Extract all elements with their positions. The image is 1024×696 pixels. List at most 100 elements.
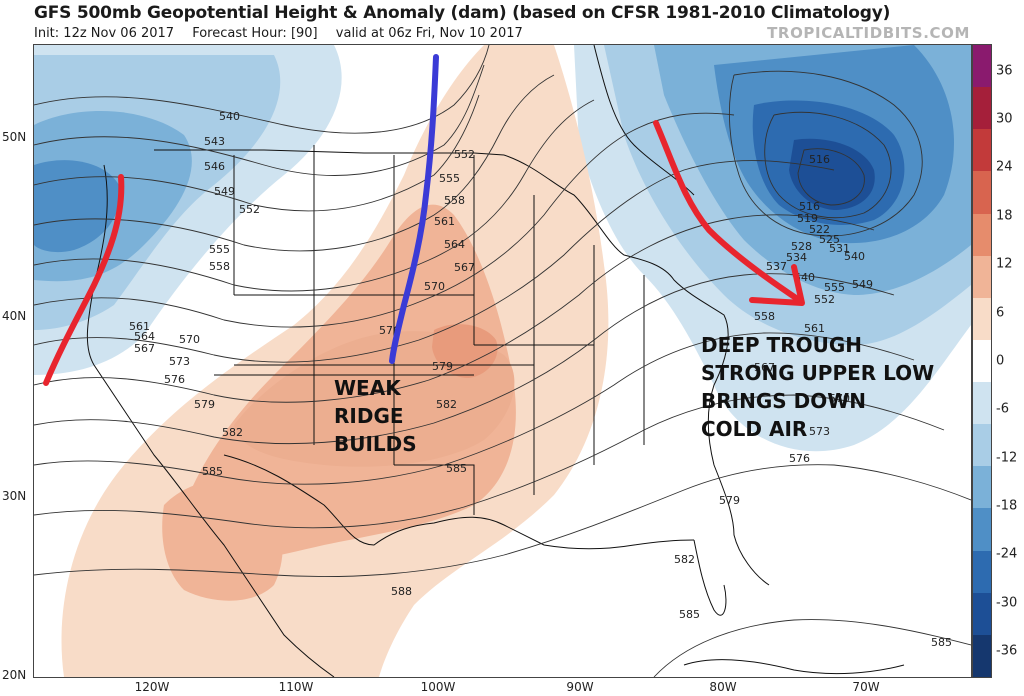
contour-label: 567 (134, 342, 155, 355)
map-canvas: 540 543 546 549 552 555 558 561 564 567 … (34, 45, 971, 677)
contour-label: 516 (799, 200, 820, 213)
contour-label: 570 (424, 280, 445, 293)
anomaly-colorbar (972, 44, 992, 678)
init-time: Init: 12z Nov 06 2017 (34, 26, 175, 41)
trough-annotation-lines (43, 54, 805, 386)
lat-label: 30N (2, 489, 27, 503)
contour-label: 549 (852, 278, 873, 291)
contour-label: 585 (202, 465, 223, 478)
annotation-line: BRINGS DOWN (701, 389, 867, 413)
chart-subtitle: Init: 12z Nov 06 2017 Forecast Hour: [90… (34, 26, 537, 41)
colorbar-label: -18 (996, 498, 1018, 514)
lon-label: 120W (134, 680, 170, 694)
contour-label: 579 (194, 398, 215, 411)
contour-label: 537 (766, 260, 787, 273)
height-contours (34, 45, 971, 677)
colorbar-label: 36 (996, 63, 1013, 79)
colorbar-segment (973, 129, 991, 172)
contour-label: 549 (214, 185, 235, 198)
colorbar-label: 18 (996, 208, 1013, 224)
colorbar-label: 30 (996, 111, 1013, 127)
lat-label: 40N (2, 309, 27, 323)
colorbar-segment (973, 45, 991, 88)
colorbar-label: 6 (996, 305, 1005, 321)
contour-label: 558 (754, 310, 775, 323)
contour-label: 543 (204, 135, 225, 148)
weak-ridge-annotation: WEAK RIDGE BUILDS (334, 374, 417, 458)
colorbar-label: -24 (996, 546, 1018, 562)
contour-label: 555 (824, 281, 845, 294)
contour-label: 534 (786, 251, 807, 264)
contour-label: 585 (446, 462, 467, 475)
valid-time: valid at 06z Fri, Nov 10 2017 (335, 26, 523, 41)
lon-label: 70W (852, 680, 880, 694)
contour-label: 570 (179, 333, 200, 346)
annotation-line: COLD AIR (701, 417, 808, 441)
colorbar-label: -12 (996, 450, 1018, 466)
colorbar-segment (973, 508, 991, 551)
contour-label: 564 (134, 330, 155, 343)
contour-label: 579 (432, 360, 453, 373)
colorbar-segment (973, 339, 991, 382)
ridge-axis-line (389, 54, 439, 364)
lat-label: 20N (2, 668, 27, 682)
colorbar-segment (973, 592, 991, 635)
annotation-line: DEEP TROUGH (701, 333, 862, 357)
colorbar-segment (973, 382, 991, 425)
contour-label: 525 (819, 233, 840, 246)
contour-label: 555 (209, 243, 230, 256)
colorbar-label: 0 (996, 353, 1005, 369)
contour-label: 567 (454, 261, 475, 274)
east-trough-arrowhead (749, 264, 805, 306)
lon-label: 110W (278, 680, 314, 694)
contour-label: 519 (797, 212, 818, 225)
anomaly-negative-east (574, 45, 971, 452)
contour-label: 567 (754, 361, 775, 374)
colorbar-label: -6 (996, 401, 1009, 417)
colorbar-segment (973, 424, 991, 467)
colorbar-label: 12 (996, 256, 1013, 272)
forecast-hour: Forecast Hour: [90] (192, 26, 318, 41)
contour-label: 531 (829, 242, 850, 255)
contour-label: 582 (222, 426, 243, 439)
contour-label: 582 (436, 398, 457, 411)
contour-label: 570 (829, 392, 850, 405)
contour-label: 552 (454, 148, 475, 161)
colorbar-label: 24 (996, 159, 1013, 175)
contour-label: 588 (391, 585, 412, 598)
contour-labels: 540 543 546 549 552 555 558 561 564 567 … (129, 110, 952, 649)
anomaly-positive (61, 45, 609, 677)
contour-label: 564 (444, 238, 465, 251)
annotation-line: RIDGE (334, 404, 404, 428)
contour-label: 555 (439, 172, 460, 185)
colorbar-segment (973, 550, 991, 593)
contour-label: 561 (434, 215, 455, 228)
annotation-line: STRONG UPPER LOW (701, 361, 935, 385)
lon-label: 80W (709, 680, 737, 694)
deep-trough-annotation: DEEP TROUGH STRONG UPPER LOW BRINGS DOWN… (701, 331, 934, 443)
chart-title: GFS 500mb Geopotential Height & Anomaly … (34, 3, 891, 23)
lon-label: 90W (566, 680, 594, 694)
contour-label: 585 (679, 608, 700, 621)
contour-label: 540 (844, 250, 865, 263)
contour-label: 522 (809, 223, 830, 236)
contour-label: 579 (719, 494, 740, 507)
contour-label: 558 (209, 260, 230, 273)
map-panel: 540 543 546 549 552 555 558 561 564 567 … (33, 44, 972, 678)
west-trough-line (43, 174, 125, 386)
colorbar-segment (973, 466, 991, 509)
colorbar-segment (973, 255, 991, 298)
contour-label: 561 (129, 320, 150, 333)
contour-label: 561 (804, 322, 825, 335)
contour-label: 540 (219, 110, 240, 123)
contour-label: 528 (791, 240, 812, 253)
contour-label: 546 (204, 160, 225, 173)
contour-label: 582 (674, 553, 695, 566)
anomaly-negative-west (34, 45, 342, 375)
lat-label: 50N (2, 130, 27, 144)
colorbar-label: -36 (996, 643, 1018, 659)
contour-label: 552 (239, 203, 260, 216)
colorbar-segment (973, 171, 991, 214)
annotation-line: BUILDS (334, 432, 417, 456)
brand-watermark: TROPICALTIDBITS.COM (767, 24, 970, 42)
